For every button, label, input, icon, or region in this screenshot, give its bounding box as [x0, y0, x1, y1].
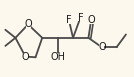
FancyBboxPatch shape	[23, 53, 28, 60]
FancyBboxPatch shape	[54, 53, 62, 60]
FancyBboxPatch shape	[26, 21, 31, 28]
Text: O: O	[24, 19, 32, 29]
FancyBboxPatch shape	[67, 17, 71, 24]
Text: OH: OH	[50, 52, 65, 62]
FancyBboxPatch shape	[78, 14, 82, 21]
Text: F: F	[78, 13, 83, 23]
Text: O: O	[98, 42, 106, 52]
FancyBboxPatch shape	[99, 44, 104, 51]
Text: O: O	[22, 52, 29, 62]
FancyBboxPatch shape	[89, 17, 94, 24]
Text: O: O	[87, 15, 95, 25]
Text: F: F	[66, 15, 72, 25]
